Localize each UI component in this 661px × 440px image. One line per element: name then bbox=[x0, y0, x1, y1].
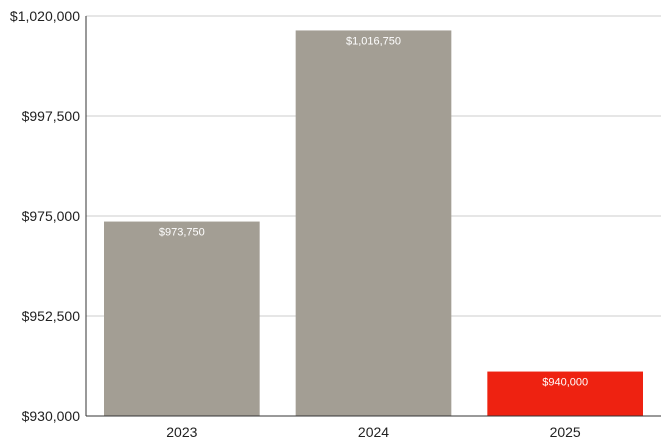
y-tick-label: $952,500 bbox=[22, 308, 81, 324]
data-label-2023: $973,750 bbox=[159, 227, 205, 239]
x-tick-label-2023: 2023 bbox=[166, 424, 197, 440]
x-tick-label-2024: 2024 bbox=[358, 424, 389, 440]
bar-2023 bbox=[104, 221, 260, 416]
data-label-2024: $1,016,750 bbox=[346, 35, 401, 47]
bar-2024 bbox=[295, 30, 452, 416]
x-axis-ticks: 2023 2024 2025 bbox=[166, 424, 581, 440]
bars bbox=[104, 30, 643, 416]
data-label-2025: $940,000 bbox=[542, 377, 588, 389]
data-labels: $973,750 $1,016,750 $940,000 bbox=[159, 35, 588, 388]
y-axis-ticks: $930,000 $952,500 $975,000 $997,500 $1,020,0… bbox=[10, 8, 80, 424]
y-tick-label: $1,020,000 bbox=[10, 8, 80, 24]
y-tick-label: $997,500 bbox=[22, 108, 81, 124]
x-tick-label-2025: 2025 bbox=[550, 424, 581, 440]
y-tick-label: $930,000 bbox=[22, 408, 81, 424]
bar-2025 bbox=[487, 371, 643, 416]
y-tick-label: $975,000 bbox=[22, 208, 81, 224]
